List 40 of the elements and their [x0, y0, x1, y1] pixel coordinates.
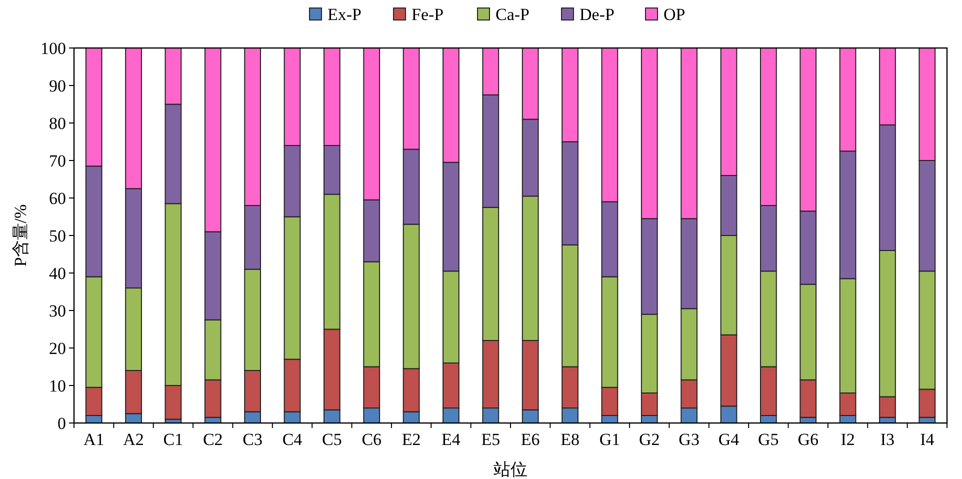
- x-tick-label: C4: [282, 430, 303, 449]
- x-tick-label: G2: [638, 430, 660, 449]
- y-tick-label: 30: [49, 302, 66, 320]
- legend-label: Ca-P: [496, 5, 530, 24]
- y-axis-title: P含量/%: [11, 204, 30, 267]
- x-tick-label: G4: [718, 430, 740, 449]
- legend-label: OP: [664, 5, 686, 24]
- y-tick-label: 40: [49, 264, 66, 283]
- x-tick-label: I3: [880, 430, 895, 449]
- y-tick-label: 100: [40, 39, 66, 58]
- x-tick-label: I2: [840, 430, 855, 449]
- x-tick-label: E4: [442, 430, 461, 449]
- x-tick-label: A2: [123, 430, 144, 449]
- legend-label: Ex-P: [328, 5, 362, 24]
- x-tick-label: G6: [798, 430, 819, 449]
- x-tick-label: C3: [242, 430, 262, 449]
- x-tick-label: E2: [402, 430, 421, 449]
- y-tick-label: 50: [49, 226, 66, 246]
- x-tick-label: C2: [202, 430, 223, 449]
- legend-label: Fe-P: [412, 5, 444, 24]
- y-tick-label: 10: [49, 376, 66, 396]
- y-tick-label: 60: [49, 189, 66, 208]
- x-tick-label: G3: [678, 430, 700, 449]
- x-tick-label: G1: [599, 430, 620, 449]
- x-tick-label: C6: [362, 430, 382, 449]
- x-tick-label: E6: [520, 430, 540, 449]
- x-tick-label: E5: [481, 430, 500, 449]
- y-tick-label: 0: [58, 414, 66, 433]
- y-tick-label: 20: [49, 339, 66, 358]
- x-tick-label: C1: [163, 430, 184, 449]
- x-tick-label: A1: [83, 430, 104, 449]
- x-tick-label: I4: [920, 430, 935, 449]
- x-tick-label: C5: [322, 430, 342, 449]
- x-axis-title: 站位: [494, 460, 528, 479]
- y-tick-label: 90: [49, 76, 66, 96]
- legend-label: De-P: [580, 5, 614, 24]
- y-tick-label: 80: [49, 114, 66, 133]
- x-tick-label: E8: [560, 430, 580, 449]
- y-tick-label: 70: [49, 152, 66, 170]
- x-tick-label: G5: [758, 430, 779, 449]
